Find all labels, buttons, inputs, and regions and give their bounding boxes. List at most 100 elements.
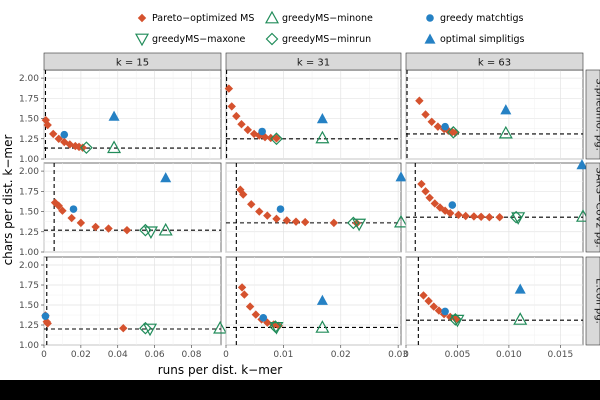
x-tick-label: 0.01 <box>273 350 293 360</box>
column-strip-0 <box>43 52 222 71</box>
y-axis-title: chars per dist. k−mer <box>1 135 15 266</box>
legend-key-pareto <box>137 13 147 23</box>
pareto-point <box>429 302 438 311</box>
y-tick-label: 1.00 <box>19 341 39 351</box>
column-strip-label: k = 31 <box>297 58 330 69</box>
x-tick-label: 0.06 <box>145 350 165 360</box>
pareto-point <box>272 134 281 143</box>
panel-r2-c1 <box>225 256 402 346</box>
pareto-point <box>245 302 255 311</box>
column-strip-2 <box>405 52 584 71</box>
row-strip-2 <box>585 256 600 346</box>
y-tick-label: 1.25 <box>19 135 39 145</box>
panel-r0-c0 <box>41 69 222 160</box>
x-tick-label: 0.005 <box>445 350 471 360</box>
pareto-point <box>255 207 264 216</box>
minone-point <box>498 125 513 139</box>
panel-frame <box>405 162 584 253</box>
minone-point <box>107 140 122 154</box>
panel-frame <box>405 69 584 160</box>
y-tick-label: 1.50 <box>19 301 39 311</box>
greedy-point <box>41 312 50 321</box>
minone-point <box>513 312 528 325</box>
simplitig-point <box>576 159 588 170</box>
column-strip-label: k = 15 <box>116 58 149 69</box>
greedy-point <box>276 205 285 213</box>
y-tick-label: 2.00 <box>19 74 39 84</box>
x-axis: 0 0.02 0.04 0.06 0.08 0 0.01 0.02 0.030 0.005 0.01… <box>41 345 573 360</box>
row-strip-0 <box>585 69 600 160</box>
pareto-point <box>104 224 113 233</box>
pareto-point <box>434 306 444 315</box>
x-tick-label: 0.010 <box>496 350 522 360</box>
y-tick-label: 1.50 <box>19 115 39 125</box>
row-strip-label: SARS−CoV2 pg. <box>594 167 600 247</box>
simplitig-point <box>395 171 407 182</box>
minrun-point <box>270 132 283 146</box>
legend-label-maxone: greedyMS−maxone <box>152 34 245 45</box>
minone-point <box>213 320 228 334</box>
legend-label-greedy: greedy matchtigs <box>440 13 524 24</box>
panel-frame <box>225 256 402 346</box>
pareto-point <box>239 190 248 199</box>
pareto-point <box>419 291 428 300</box>
pareto-point <box>232 111 241 121</box>
panel-frame <box>225 162 402 253</box>
pareto-point <box>495 213 504 222</box>
y-tick-label: 1.75 <box>19 281 39 291</box>
maxone-point <box>142 323 158 337</box>
pareto-point <box>435 203 445 212</box>
pareto-point <box>43 319 52 328</box>
x-tick-label: 0 <box>403 350 409 360</box>
minone-point <box>315 130 330 144</box>
simplitig-point <box>160 172 172 183</box>
pareto-point <box>461 211 470 221</box>
pareto-point <box>329 218 339 228</box>
minrun-point <box>139 321 152 335</box>
greedy-point <box>441 122 449 131</box>
row-strip-label: S.pneumo. pg. <box>594 78 600 151</box>
x-tick-label: 0.02 <box>331 350 351 360</box>
panel-frame <box>43 256 222 346</box>
row-strips: S.pneumo. pg. SARS−CoV2 pg. E.coli pg. <box>585 69 600 346</box>
panel-r0-c2 <box>405 69 584 160</box>
pareto-point <box>122 225 132 235</box>
minrun-point <box>446 125 460 139</box>
pareto-point <box>421 110 430 119</box>
minrun-point <box>509 210 523 224</box>
pareto-point <box>425 193 434 202</box>
legend: Pareto−optimized MS greedyMS−minone greedy… <box>134 10 524 47</box>
legend-label-minone: greedyMS−minone <box>282 13 373 24</box>
pareto-point <box>43 120 52 130</box>
legend-label-pareto: Pareto−optimized MS <box>152 13 254 24</box>
pareto-point <box>291 217 301 226</box>
panel-r2-c2 <box>405 256 584 346</box>
maxone-point <box>352 218 367 232</box>
row-strip-1 <box>585 162 600 253</box>
pareto-point <box>446 208 455 218</box>
pareto-point <box>78 143 87 152</box>
minone-point <box>393 214 409 228</box>
pareto-point <box>433 122 443 131</box>
y-tick-label: 1.75 <box>19 94 39 104</box>
greedy-point <box>259 314 268 322</box>
x-tick-label: 0.03 <box>388 350 408 360</box>
simplitig-point <box>108 110 120 121</box>
minrun-point <box>139 223 152 237</box>
pareto-point <box>119 324 128 333</box>
y-tick-label: 1.25 <box>19 228 39 238</box>
simplitig-point <box>316 113 328 124</box>
x-tick-label: 0 <box>41 350 47 360</box>
pareto-point <box>237 120 246 129</box>
pareto-point <box>41 115 51 125</box>
x-tick-label: 0.015 <box>547 350 573 360</box>
y-tick-label: 2.00 <box>19 261 39 271</box>
y-tick-label: 1.00 <box>19 155 39 165</box>
pareto-point <box>54 134 63 143</box>
panel-frame <box>405 256 584 346</box>
y-tick-label: 2.00 <box>19 167 39 177</box>
panel-r1-c2 <box>405 159 591 253</box>
pareto-point <box>54 201 63 211</box>
legend-key-maxone <box>134 33 150 47</box>
y-axis: 1.00 1.25 1.50 1.75 2.00 1.00 1.25 1.50 1.75 2.00… <box>19 74 44 351</box>
